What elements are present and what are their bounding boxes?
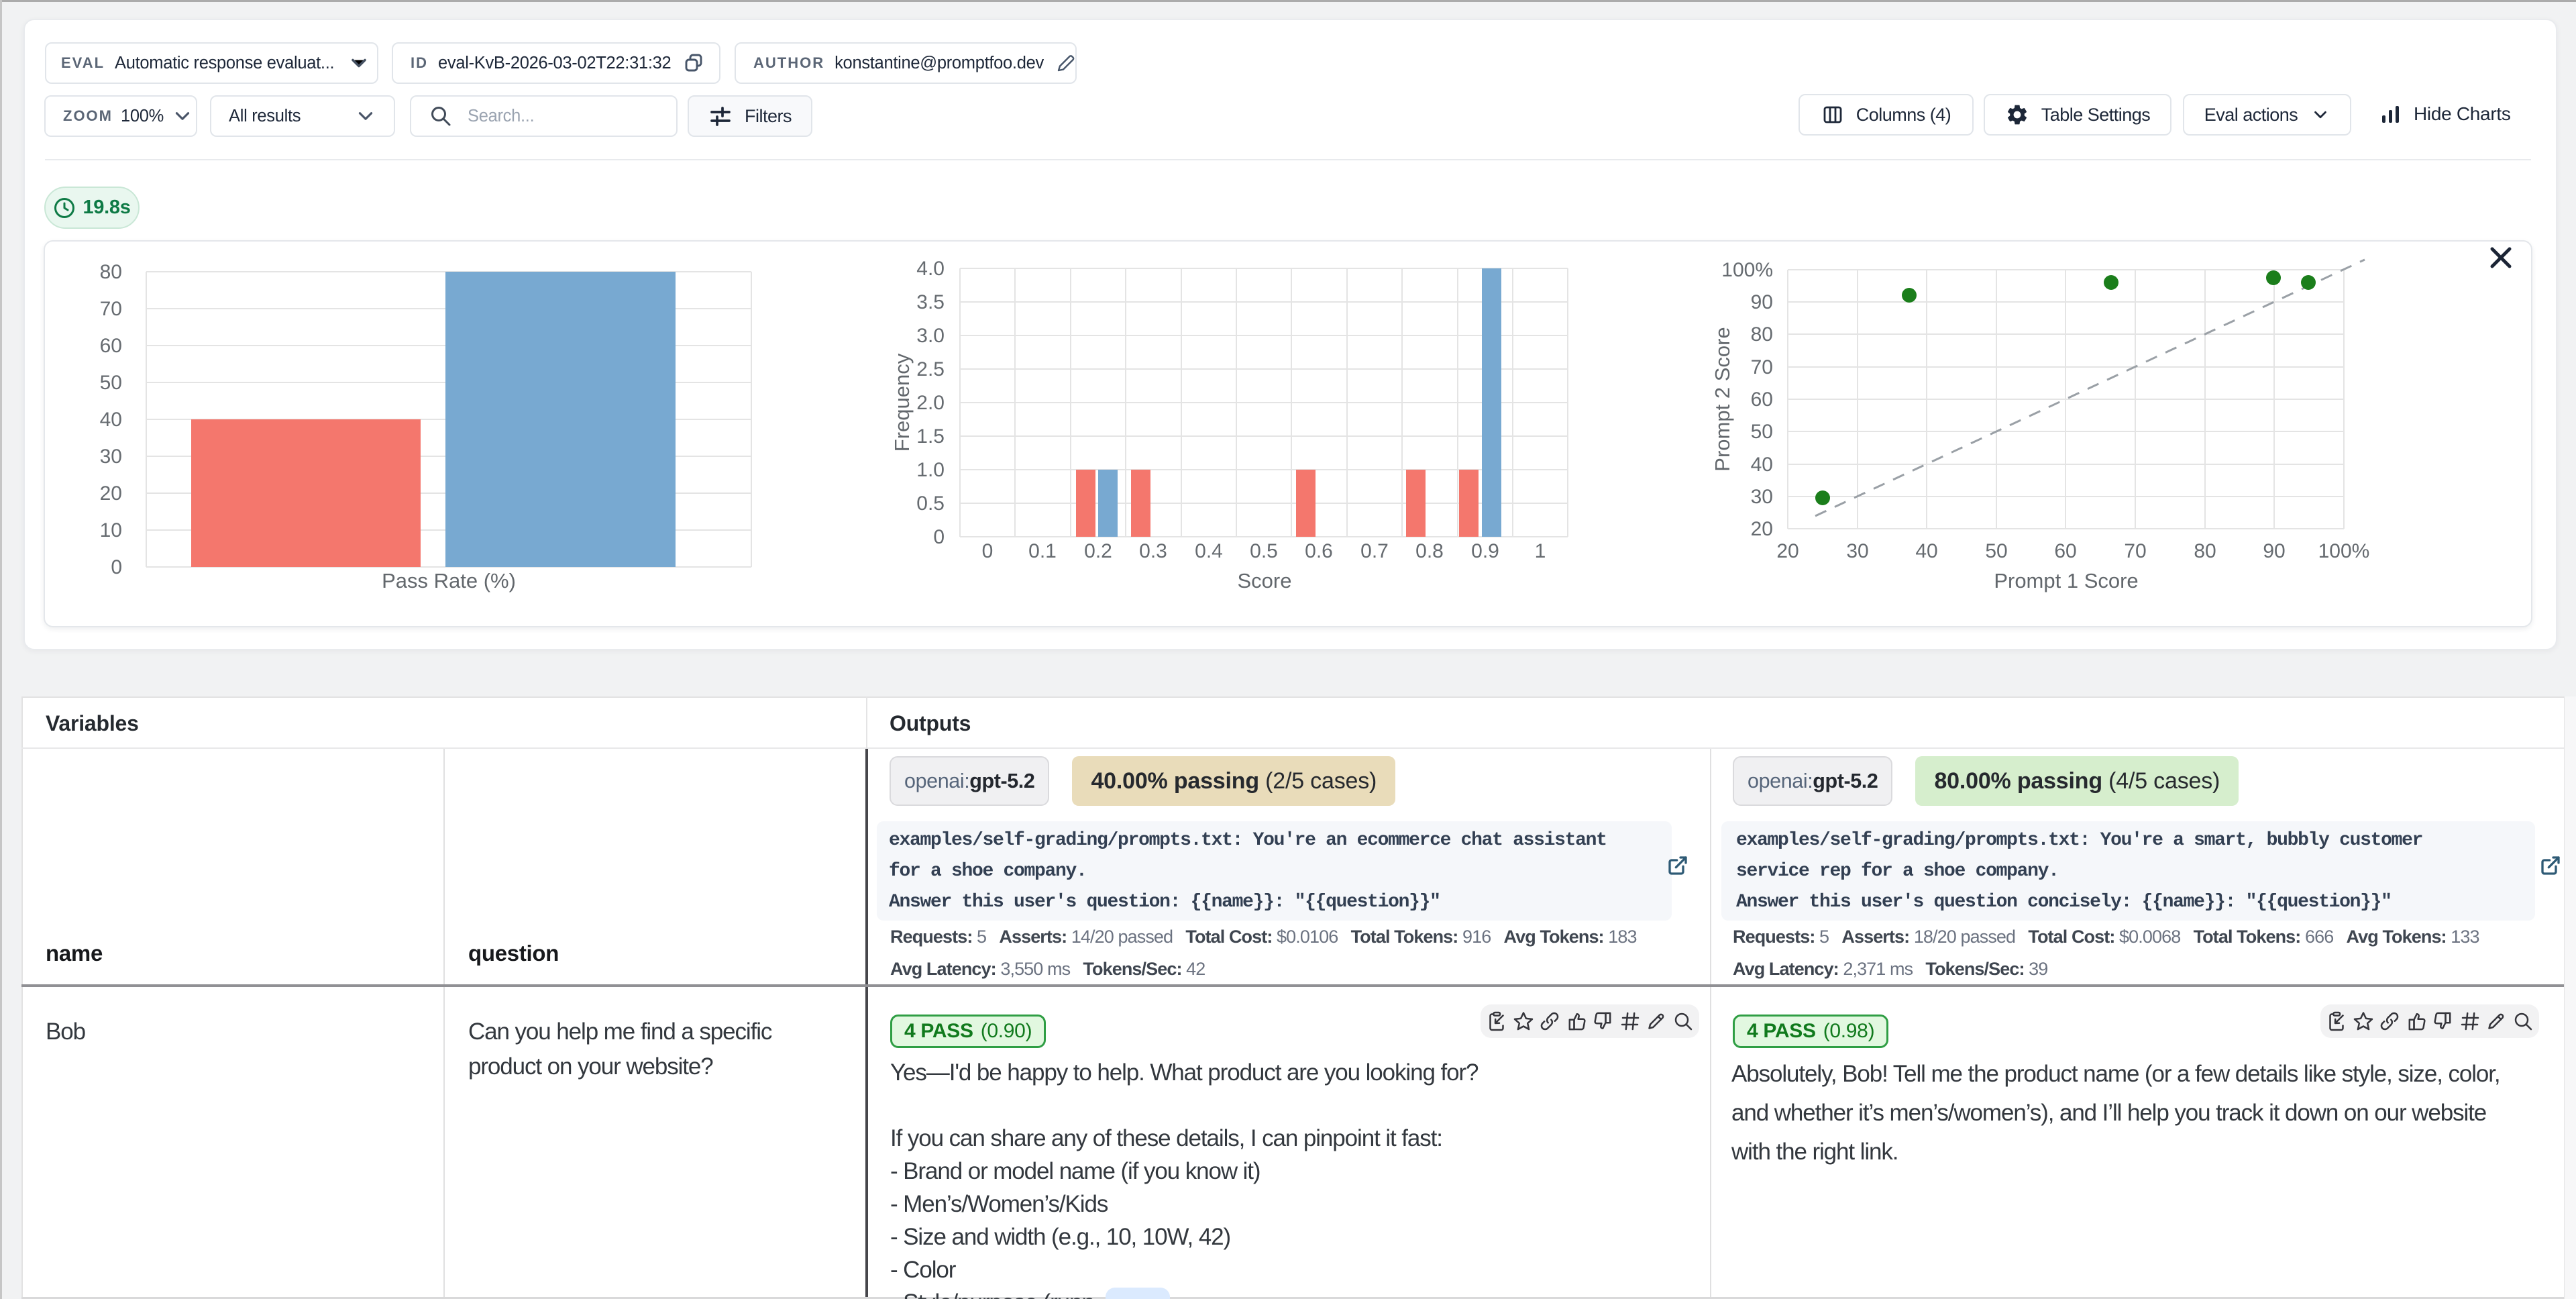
svg-text:0.4: 0.4: [1195, 540, 1223, 562]
svg-text:Frequency: Frequency: [890, 353, 914, 452]
svg-text:90: 90: [2263, 540, 2285, 562]
svg-text:4.0: 4.0: [916, 258, 945, 280]
svg-text:0.8: 0.8: [1415, 540, 1444, 562]
svg-text:2.5: 2.5: [916, 358, 945, 380]
svg-text:30: 30: [1846, 540, 1868, 562]
svg-text:0: 0: [111, 556, 122, 578]
svg-text:0.2: 0.2: [1084, 540, 1112, 562]
svg-text:0.5: 0.5: [916, 492, 945, 515]
svg-text:0: 0: [982, 540, 994, 562]
svg-text:Pass Rate (%): Pass Rate (%): [382, 569, 516, 592]
svg-text:70: 70: [100, 298, 122, 320]
svg-text:60: 60: [2054, 540, 2076, 562]
svg-text:20: 20: [1751, 518, 1773, 540]
svg-text:50: 50: [100, 372, 122, 394]
svg-text:30: 30: [1751, 486, 1773, 508]
svg-text:40: 40: [100, 409, 122, 431]
svg-text:3.5: 3.5: [916, 291, 945, 313]
svg-text:0: 0: [933, 526, 945, 548]
svg-text:30: 30: [100, 446, 122, 468]
svg-text:20: 20: [100, 482, 122, 505]
svg-text:60: 60: [100, 335, 122, 357]
svg-text:50: 50: [1751, 421, 1773, 443]
svg-text:Prompt 2 Score: Prompt 2 Score: [1711, 327, 1734, 471]
svg-text:40: 40: [1915, 540, 1937, 562]
svg-text:0.7: 0.7: [1360, 540, 1389, 562]
svg-text:Prompt 1 Score: Prompt 1 Score: [1994, 569, 2138, 592]
svg-text:0.6: 0.6: [1305, 540, 1333, 562]
svg-text:40: 40: [1751, 454, 1773, 476]
svg-text:1.5: 1.5: [916, 425, 945, 448]
svg-text:20: 20: [1776, 540, 1799, 562]
svg-text:70: 70: [2124, 540, 2146, 562]
svg-text:100%: 100%: [1721, 259, 1773, 281]
svg-text:10: 10: [100, 519, 122, 541]
svg-text:2.0: 2.0: [916, 392, 945, 414]
svg-text:90: 90: [1751, 291, 1773, 313]
svg-text:3.0: 3.0: [916, 325, 945, 347]
svg-text:50: 50: [1985, 540, 2007, 562]
svg-text:0.1: 0.1: [1028, 540, 1057, 562]
svg-text:0.5: 0.5: [1250, 540, 1278, 562]
svg-text:100%: 100%: [2318, 540, 2370, 562]
svg-text:80: 80: [1751, 323, 1773, 346]
svg-text:1.0: 1.0: [916, 459, 945, 481]
svg-text:80: 80: [2194, 540, 2216, 562]
svg-text:1: 1: [1535, 540, 1546, 562]
svg-text:0.9: 0.9: [1471, 540, 1499, 562]
svg-text:70: 70: [1751, 356, 1773, 378]
svg-text:0.3: 0.3: [1139, 540, 1167, 562]
svg-text:80: 80: [100, 261, 122, 283]
svg-text:Score: Score: [1238, 569, 1292, 592]
svg-text:60: 60: [1751, 388, 1773, 411]
